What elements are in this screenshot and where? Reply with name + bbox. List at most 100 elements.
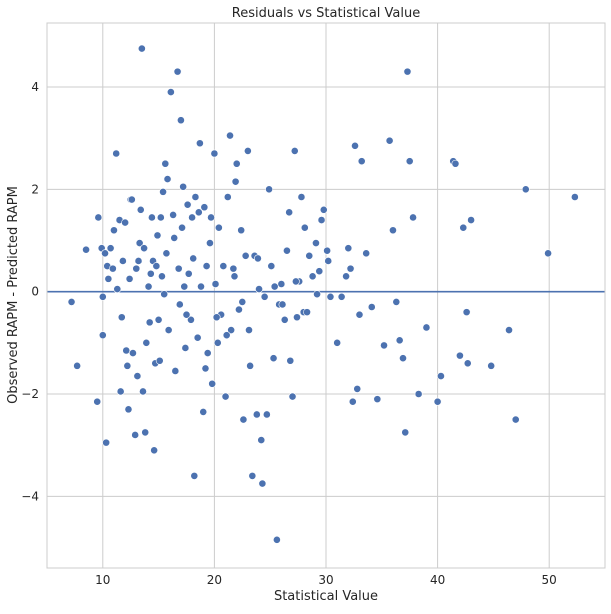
data-points (67, 44, 579, 544)
data-point (219, 262, 228, 270)
data-point (544, 249, 552, 258)
x-tick-label: 50 (542, 573, 557, 587)
data-point (373, 395, 382, 404)
data-point (315, 267, 324, 276)
chart-title: Residuals vs Statistical Value (232, 6, 420, 21)
data-point (317, 216, 326, 224)
data-point (238, 297, 247, 306)
data-point (405, 157, 414, 166)
data-point (133, 372, 142, 380)
data-point (291, 277, 300, 286)
data-point (258, 479, 267, 488)
data-point (206, 239, 214, 247)
data-point (197, 282, 205, 291)
data-point (285, 208, 294, 217)
data-point (179, 182, 188, 191)
data-point (155, 356, 164, 365)
data-point (312, 239, 320, 247)
data-point (187, 315, 195, 324)
data-point (73, 361, 82, 370)
data-point (136, 205, 145, 214)
data-point (67, 297, 76, 306)
data-point (214, 223, 223, 232)
data-point (156, 213, 165, 222)
data-point (129, 349, 137, 357)
y-tick-label: 2 (31, 182, 39, 196)
data-point (380, 341, 388, 350)
data-point (337, 292, 346, 301)
data-point (123, 361, 132, 370)
data-point (169, 210, 178, 219)
data-point (226, 131, 234, 140)
data-point (208, 379, 217, 388)
data-point (211, 280, 220, 288)
data-point (246, 361, 255, 370)
data-point (104, 274, 113, 283)
data-point (183, 200, 192, 209)
data-point (462, 308, 471, 317)
data-point (326, 292, 335, 301)
data-point (283, 246, 291, 255)
data-point (210, 149, 219, 158)
data-point (202, 262, 211, 270)
data-point (269, 354, 278, 363)
data-point (195, 139, 204, 148)
data-point (353, 384, 362, 393)
data-point (118, 257, 127, 265)
data-point (319, 205, 328, 214)
data-point (487, 361, 496, 370)
data-point (456, 351, 464, 360)
data-point (93, 397, 102, 406)
data-point (137, 44, 146, 53)
data-point (414, 390, 423, 398)
y-tick-label: 4 (31, 80, 39, 94)
data-point (190, 471, 199, 480)
data-point (367, 303, 376, 311)
data-point (399, 354, 407, 363)
y-axis-label: Observed RAPM - Predicted RAPM (6, 186, 21, 404)
data-point (150, 446, 159, 455)
data-point (201, 364, 210, 373)
data-point (145, 318, 154, 327)
data-point (232, 159, 241, 168)
data-point (248, 471, 257, 480)
data-point (395, 336, 404, 345)
data-point (121, 218, 130, 227)
data-point (243, 147, 252, 155)
data-point (98, 292, 107, 301)
data-point (122, 346, 131, 355)
data-point (433, 397, 442, 406)
data-point (323, 246, 332, 255)
data-point (147, 213, 156, 222)
data-point (357, 157, 366, 166)
data-point (308, 272, 317, 281)
data-point (160, 290, 169, 299)
data-point (170, 234, 179, 242)
data-point (222, 331, 231, 340)
data-point (385, 136, 394, 145)
data-point (127, 195, 136, 204)
x-tick-label: 20 (207, 573, 222, 587)
grid (47, 23, 605, 568)
data-point (142, 338, 151, 347)
data-point (221, 392, 230, 401)
data-point (184, 269, 193, 278)
data-point (159, 187, 167, 196)
data-point (116, 387, 125, 396)
data-point (293, 313, 301, 322)
data-point (161, 159, 170, 168)
data-point (162, 249, 171, 258)
data-point (344, 244, 353, 253)
data-point (252, 410, 261, 419)
x-tick-labels: 10 20 30 40 50 (95, 573, 557, 587)
data-point (181, 344, 190, 352)
data-point (135, 239, 144, 247)
data-point (152, 262, 161, 270)
data-point (392, 297, 401, 306)
data-point (278, 300, 287, 309)
data-point (260, 292, 269, 301)
data-point (203, 349, 212, 357)
x-tick-label: 10 (95, 573, 110, 587)
data-point (267, 262, 276, 270)
